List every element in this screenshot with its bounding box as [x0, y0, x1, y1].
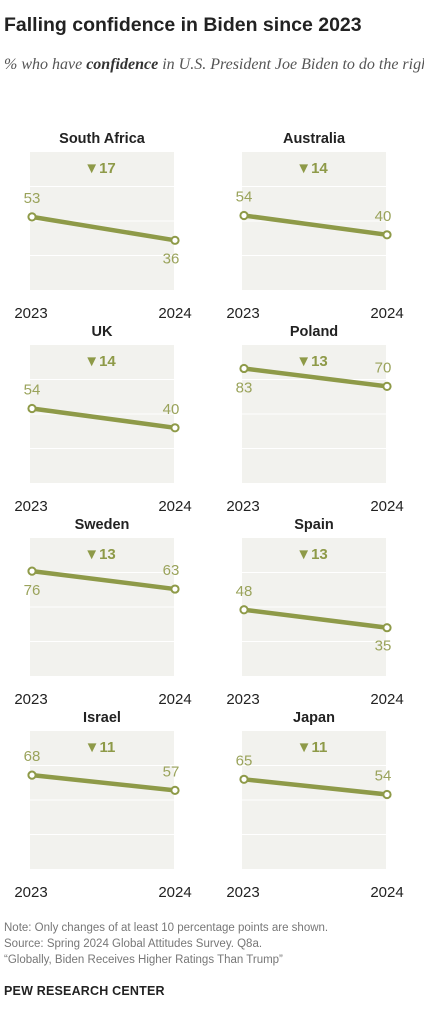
- x-tick-label: 2024: [158, 305, 191, 322]
- data-point-2023: [27, 403, 37, 414]
- report-text: “Globally, Biden Receives Higher Ratings…: [4, 954, 283, 966]
- series-line: [241, 213, 390, 238]
- series-line: [29, 406, 178, 431]
- data-point-2024: [170, 584, 180, 594]
- data-point-2023: [239, 210, 249, 221]
- data-point-2024: [170, 785, 180, 795]
- subtitle-emphasis: confidence: [86, 56, 159, 73]
- x-tick-label: 2023: [14, 691, 47, 708]
- data-label-2023: 68: [24, 748, 41, 765]
- x-tick-label: 2023: [226, 884, 259, 901]
- data-point-2023: [239, 605, 249, 615]
- panel-title: Poland: [290, 324, 338, 340]
- panel-title: Israel: [83, 710, 121, 726]
- x-tick-label: 2024: [370, 884, 403, 901]
- data-label-2023: 54: [24, 381, 41, 398]
- panel-title: Spain: [294, 517, 333, 533]
- x-tick-label: 2023: [14, 498, 47, 515]
- series-line: [241, 607, 390, 630]
- series-line: [241, 777, 390, 797]
- data-point-2024: [382, 623, 392, 633]
- data-point-2024: [382, 789, 392, 800]
- x-tick-label: 2023: [226, 305, 259, 322]
- data-point-2024: [170, 235, 180, 245]
- change-label: ▼11: [85, 739, 116, 756]
- change-label: ▼14: [296, 160, 328, 177]
- series-line: [29, 772, 178, 793]
- data-label-2023: 65: [236, 752, 253, 769]
- data-point-2023: [27, 212, 37, 222]
- series-line: [29, 214, 178, 243]
- x-tick-label: 2023: [226, 691, 259, 708]
- data-label-2024: 63: [163, 562, 180, 579]
- x-tick-label: 2024: [158, 884, 191, 901]
- subtitle-part-1: % who have: [4, 56, 87, 73]
- chart-subtitle: % who have confidence in U.S. President …: [4, 54, 424, 76]
- subtitle-part-2: in U.S. President Joe Biden to do the ri…: [162, 56, 424, 73]
- data-point-2024: [170, 423, 180, 433]
- series-line: [29, 568, 178, 592]
- data-label-2023: 53: [24, 190, 41, 207]
- note-text: Note: Only changes of at least 10 percen…: [4, 922, 329, 934]
- data-point-2024: [382, 230, 392, 240]
- chart-notes: Note: Only changes of at least 10 percen…: [4, 920, 328, 968]
- data-label-2024: 54: [375, 767, 392, 784]
- x-tick-label: 2023: [14, 305, 47, 322]
- data-point-2024: [382, 381, 392, 391]
- data-label-2023: 83: [236, 379, 253, 396]
- change-label: ▼11: [297, 739, 328, 756]
- panel-title: Japan: [293, 710, 335, 726]
- data-label-2024: 40: [163, 401, 180, 418]
- chart-title: Falling confidence in Biden since 2023: [4, 14, 362, 36]
- panel-title: Australia: [283, 131, 346, 147]
- data-label-2023: 48: [236, 583, 253, 600]
- data-point-2023: [239, 774, 249, 784]
- x-tick-label: 2024: [370, 498, 403, 515]
- change-label: ▼13: [296, 353, 328, 370]
- x-tick-label: 2024: [158, 498, 191, 515]
- change-label: ▼14: [84, 353, 116, 370]
- x-tick-label: 2024: [370, 691, 403, 708]
- data-label-2024: 36: [163, 250, 180, 267]
- panel-title: UK: [92, 324, 113, 340]
- panel-title: South Africa: [59, 131, 146, 147]
- data-point-2023: [239, 363, 249, 374]
- data-label-2024: 40: [375, 208, 392, 225]
- change-label: ▼13: [296, 546, 328, 563]
- change-label: ▼17: [84, 160, 116, 177]
- organization-name: PEW RESEARCH CENTER: [4, 984, 165, 998]
- data-point-2023: [27, 770, 37, 780]
- panel-title: Sweden: [75, 517, 130, 533]
- data-label-2024: 70: [375, 359, 392, 376]
- change-label: ▼13: [84, 546, 116, 563]
- x-tick-label: 2024: [158, 691, 191, 708]
- source-text: Source: Spring 2024 Global Attitudes Sur…: [4, 938, 263, 950]
- data-label-2023: 54: [236, 188, 253, 205]
- series-line: [241, 366, 390, 389]
- x-tick-label: 2023: [226, 498, 259, 515]
- data-label-2024: 35: [375, 638, 392, 655]
- x-tick-label: 2023: [14, 884, 47, 901]
- data-label-2023: 76: [24, 582, 41, 599]
- x-tick-label: 2024: [370, 305, 403, 322]
- data-point-2023: [27, 566, 37, 576]
- data-label-2024: 57: [163, 763, 180, 780]
